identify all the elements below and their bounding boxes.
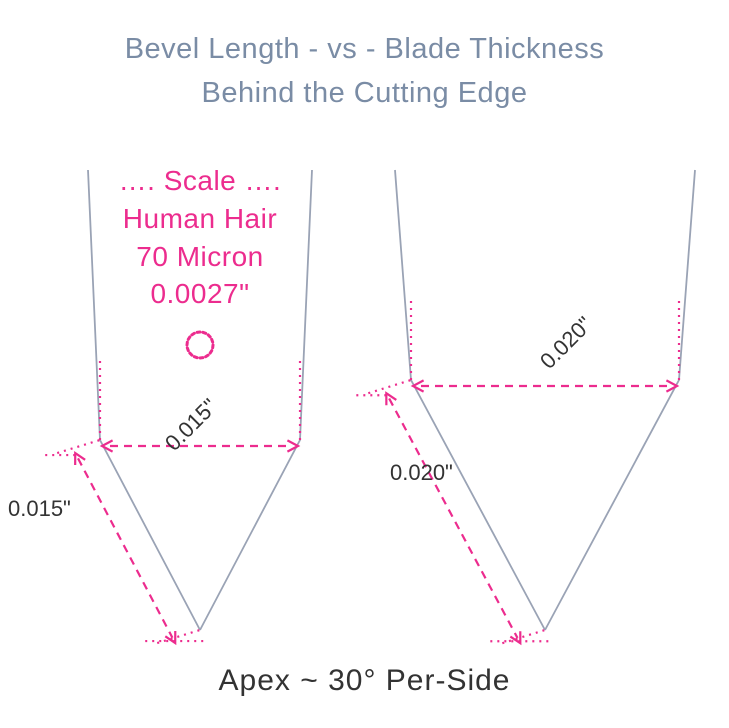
scale-line-4: 0.0027" (150, 278, 249, 309)
caption: Apex ~ 30° Per-Side (0, 664, 729, 698)
title-line-2: Behind the Cutting Edge (202, 77, 528, 109)
diagram-area: …. Scale …. Human Hair 70 Micron 0.0027"… (0, 150, 729, 670)
scale-line-1: …. Scale …. (119, 165, 282, 196)
scale-block: …. Scale …. Human Hair 70 Micron 0.0027" (95, 162, 305, 313)
scale-line-3: 70 Micron (136, 241, 263, 272)
scale-line-2: Human Hair (123, 203, 277, 234)
left-bevel-label: 0.015" (8, 496, 71, 522)
main-title: Bevel Length - vs - Blade Thickness Behi… (0, 0, 729, 115)
right-bevel-label: 0.020" (390, 460, 453, 486)
caption-text: Apex ~ 30° Per-Side (219, 664, 511, 697)
title-line-1: Bevel Length - vs - Blade Thickness (125, 33, 605, 65)
